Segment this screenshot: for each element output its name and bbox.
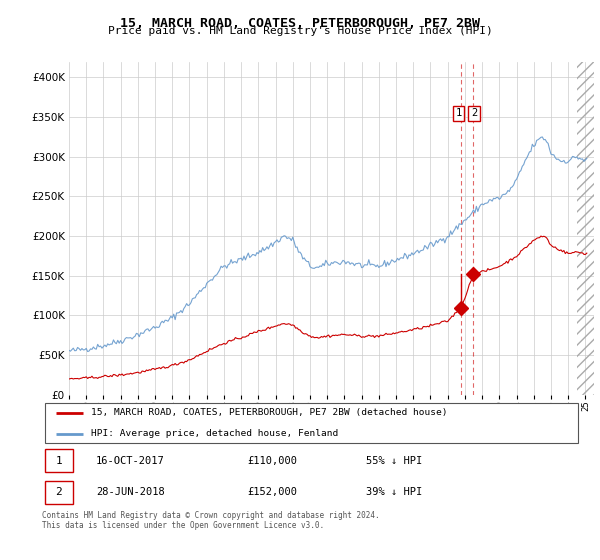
Text: 15, MARCH ROAD, COATES, PETERBOROUGH, PE7 2BW (detached house): 15, MARCH ROAD, COATES, PETERBOROUGH, PE… — [91, 408, 447, 417]
Text: 16-OCT-2017: 16-OCT-2017 — [96, 456, 165, 466]
Text: 55% ↓ HPI: 55% ↓ HPI — [366, 456, 422, 466]
FancyBboxPatch shape — [45, 449, 73, 472]
Text: Price paid vs. HM Land Registry's House Price Index (HPI): Price paid vs. HM Land Registry's House … — [107, 26, 493, 36]
Text: £110,000: £110,000 — [247, 456, 297, 466]
FancyBboxPatch shape — [45, 403, 578, 443]
Text: 2: 2 — [55, 487, 62, 497]
Text: 39% ↓ HPI: 39% ↓ HPI — [366, 487, 422, 497]
Bar — [577, 62, 594, 395]
Text: £152,000: £152,000 — [247, 487, 297, 497]
Text: 15, MARCH ROAD, COATES, PETERBOROUGH, PE7 2BW: 15, MARCH ROAD, COATES, PETERBOROUGH, PE… — [120, 17, 480, 30]
Text: 1: 1 — [55, 456, 62, 466]
Text: 28-JUN-2018: 28-JUN-2018 — [96, 487, 165, 497]
Text: Contains HM Land Registry data © Crown copyright and database right 2024.
This d: Contains HM Land Registry data © Crown c… — [42, 511, 380, 530]
Text: 1: 1 — [455, 108, 462, 118]
FancyBboxPatch shape — [45, 481, 73, 504]
Text: 2: 2 — [471, 108, 478, 118]
Text: HPI: Average price, detached house, Fenland: HPI: Average price, detached house, Fenl… — [91, 430, 338, 438]
